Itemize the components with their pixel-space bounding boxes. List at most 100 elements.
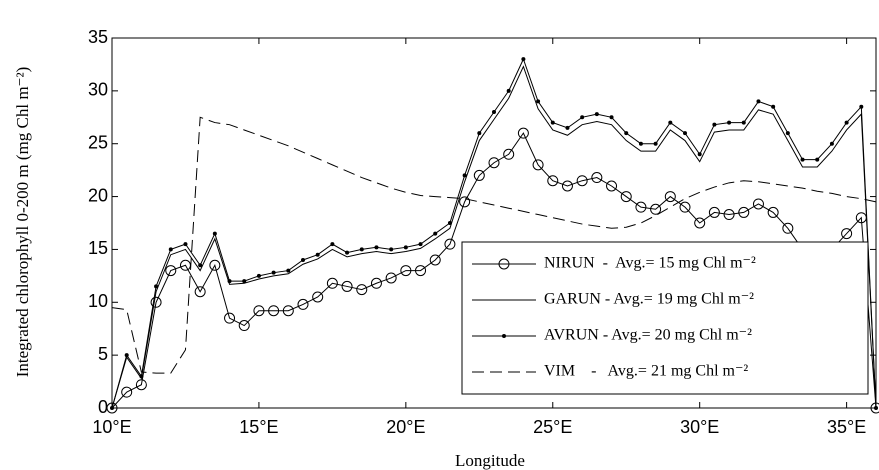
marker xyxy=(694,217,706,229)
series-line xyxy=(111,65,877,409)
marker xyxy=(752,198,764,210)
marker xyxy=(668,120,673,125)
marker xyxy=(341,280,353,292)
marker xyxy=(312,291,324,303)
marker xyxy=(498,258,510,270)
marker xyxy=(286,268,291,273)
marker xyxy=(517,127,529,139)
marker xyxy=(477,131,482,136)
marker xyxy=(550,120,555,125)
y-tick-label: 0 xyxy=(98,397,108,417)
y-tick-label: 20 xyxy=(88,185,108,205)
y-tick-label: 25 xyxy=(88,132,108,152)
marker xyxy=(624,131,629,136)
marker xyxy=(635,201,647,213)
marker xyxy=(301,258,305,262)
marker xyxy=(653,141,658,146)
marker xyxy=(135,379,147,391)
marker xyxy=(194,286,206,298)
marker xyxy=(374,245,379,250)
marker xyxy=(209,259,221,271)
marker xyxy=(502,334,506,338)
marker xyxy=(741,120,746,125)
marker xyxy=(697,152,702,157)
marker xyxy=(121,386,133,398)
marker xyxy=(444,238,456,250)
marker xyxy=(139,374,144,379)
marker xyxy=(168,247,173,252)
marker xyxy=(620,191,632,203)
marker xyxy=(124,353,129,358)
marker xyxy=(679,201,691,213)
legend-label: GARUN - Avg.= 19 mg Chl m⁻² xyxy=(544,291,754,308)
marker xyxy=(268,305,280,317)
series-line xyxy=(111,116,877,374)
x-tick-label: 10°E xyxy=(92,417,131,437)
marker xyxy=(224,312,236,324)
marker xyxy=(330,242,335,247)
marker xyxy=(767,206,779,218)
marker xyxy=(594,112,599,117)
marker xyxy=(242,279,247,284)
marker xyxy=(315,252,320,257)
marker xyxy=(591,172,603,184)
marker xyxy=(389,247,394,252)
legend-label: VIM - Avg.= 21 mg Chl m⁻² xyxy=(544,363,748,380)
y-tick-label: 35 xyxy=(88,27,108,47)
marker xyxy=(370,277,382,289)
y-tick-label: 15 xyxy=(88,238,108,258)
marker xyxy=(536,99,541,104)
marker xyxy=(547,175,559,187)
marker xyxy=(356,284,368,296)
marker xyxy=(712,122,717,127)
marker xyxy=(154,284,159,289)
marker xyxy=(359,247,364,252)
marker xyxy=(110,406,114,410)
marker xyxy=(532,159,544,171)
y-tick-label: 10 xyxy=(88,291,108,311)
marker xyxy=(473,169,485,181)
marker xyxy=(738,206,750,218)
marker xyxy=(165,265,177,277)
marker xyxy=(271,270,276,275)
marker xyxy=(183,242,188,247)
marker xyxy=(664,191,676,203)
marker xyxy=(576,175,588,187)
marker xyxy=(723,209,735,221)
marker xyxy=(433,231,438,236)
marker xyxy=(385,272,397,284)
x-axis-label: Longitude xyxy=(455,451,525,470)
marker xyxy=(609,115,614,120)
x-tick-label: 20°E xyxy=(386,417,425,437)
marker xyxy=(829,141,834,146)
legend-label: NIRUN - Avg.= 15 mg Chl m⁻² xyxy=(544,255,756,272)
marker xyxy=(415,265,427,277)
marker xyxy=(198,263,203,268)
marker xyxy=(256,273,261,278)
marker xyxy=(212,231,217,236)
x-tick-label: 30°E xyxy=(680,417,719,437)
marker xyxy=(462,173,467,178)
marker xyxy=(800,157,805,162)
marker xyxy=(282,305,294,317)
marker xyxy=(238,320,250,332)
plot-frame xyxy=(111,37,877,409)
marker xyxy=(492,110,496,114)
marker xyxy=(150,296,162,308)
marker xyxy=(650,203,662,215)
marker xyxy=(815,157,820,162)
marker xyxy=(606,180,618,192)
marker xyxy=(227,279,232,284)
marker xyxy=(683,131,687,136)
marker xyxy=(400,265,412,277)
marker xyxy=(785,131,790,136)
y-tick-label: 5 xyxy=(98,344,108,364)
marker xyxy=(488,157,500,169)
marker xyxy=(459,196,471,208)
legend-box xyxy=(461,241,869,395)
marker xyxy=(859,104,864,109)
marker xyxy=(521,57,526,62)
marker xyxy=(561,180,573,192)
marker xyxy=(447,221,452,225)
